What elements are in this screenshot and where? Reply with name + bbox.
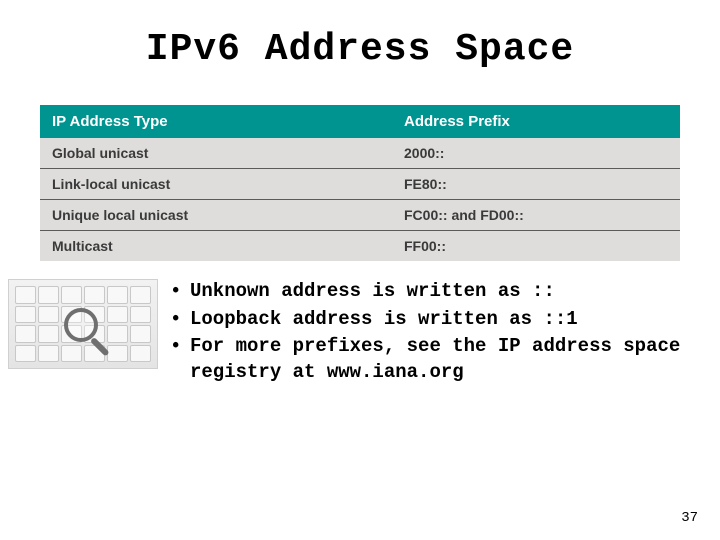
table-row: Global unicast 2000::: [40, 138, 680, 169]
col-header-prefix: Address Prefix: [392, 105, 680, 138]
keyboard-magnifier-image: [8, 279, 158, 369]
table-row: Multicast FF00::: [40, 231, 680, 262]
bullet-item: For more prefixes, see the IP address sp…: [170, 334, 720, 385]
cell-type: Unique local unicast: [40, 200, 392, 231]
cell-prefix: 2000::: [392, 138, 680, 169]
cell-type: Multicast: [40, 231, 392, 262]
magnifier-icon: [64, 308, 108, 352]
page-title: IPv6 Address Space: [0, 0, 720, 71]
bullet-item: Loopback address is written as ::1: [170, 307, 720, 333]
bullet-list: Unknown address is written as :: Loopbac…: [170, 279, 720, 388]
col-header-type: IP Address Type: [40, 105, 392, 138]
cell-type: Link-local unicast: [40, 169, 392, 200]
address-table: IP Address Type Address Prefix Global un…: [40, 105, 680, 261]
cell-type: Global unicast: [40, 138, 392, 169]
bullet-item: Unknown address is written as ::: [170, 279, 720, 305]
table-row: Link-local unicast FE80::: [40, 169, 680, 200]
cell-prefix: FF00::: [392, 231, 680, 262]
table-row: Unique local unicast FC00:: and FD00::: [40, 200, 680, 231]
cell-prefix: FE80::: [392, 169, 680, 200]
page-number: 37: [681, 510, 698, 526]
address-table-container: IP Address Type Address Prefix Global un…: [40, 105, 680, 261]
cell-prefix: FC00:: and FD00::: [392, 200, 680, 231]
